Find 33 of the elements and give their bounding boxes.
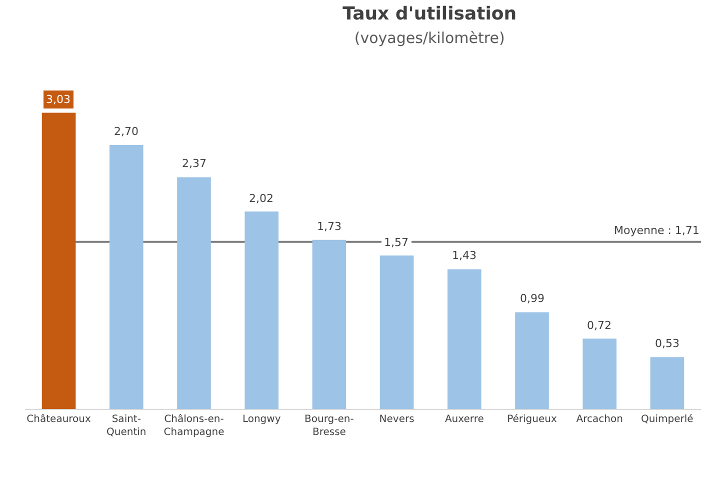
ref-line-label: Moyenne : 1,71 xyxy=(614,224,700,237)
data-label: 2,70 xyxy=(114,125,138,138)
data-label: 1,73 xyxy=(317,220,342,233)
x-tick-label: Longwy xyxy=(242,414,281,425)
x-tick-label: Périgueux xyxy=(507,414,557,425)
bar xyxy=(244,212,278,409)
bar xyxy=(312,240,346,409)
data-label: 2,02 xyxy=(249,192,274,205)
data-label: 1,57 xyxy=(384,236,408,249)
data-label: 0,99 xyxy=(520,292,544,305)
bar xyxy=(650,357,684,409)
chart-title: Taux d'utilisation xyxy=(342,3,517,24)
x-tick-label: Quimperlé xyxy=(641,414,694,425)
x-tick-label: Nevers xyxy=(379,414,414,425)
x-tick-label: Châteauroux xyxy=(26,414,91,425)
bar xyxy=(380,256,414,409)
bar xyxy=(515,312,549,409)
x-tick-label: Auxerre xyxy=(444,414,484,425)
bar xyxy=(582,338,616,409)
data-label: 1,43 xyxy=(452,249,476,262)
bar xyxy=(177,177,211,409)
bar xyxy=(448,269,482,409)
x-tick-label: Saint-Quentin xyxy=(106,414,146,438)
data-label: 0,72 xyxy=(587,319,612,332)
x-tick-label: Bourg-en-Bresse xyxy=(304,414,354,438)
chart-subtitle: (voyages/kilomètre) xyxy=(354,28,505,47)
bar xyxy=(110,145,144,409)
data-label: 2,37 xyxy=(182,157,206,170)
x-tick-label: Châlons-en-Champagne xyxy=(164,414,224,438)
data-label: 0,53 xyxy=(655,337,680,350)
x-tick-label: Arcachon xyxy=(576,414,623,425)
bar xyxy=(42,112,76,409)
data-label: 3,03 xyxy=(46,93,70,106)
